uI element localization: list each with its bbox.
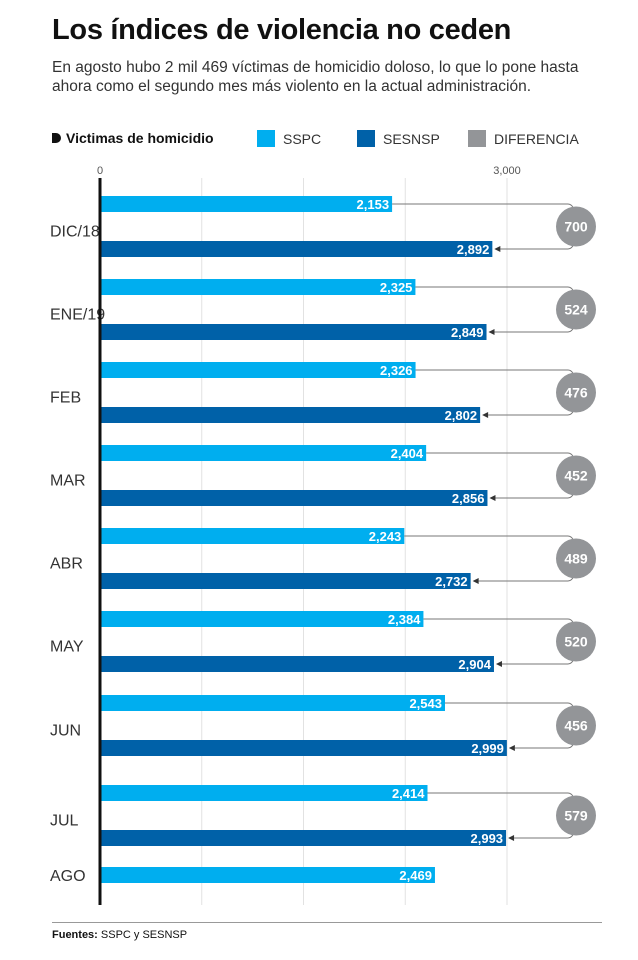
difference-circle bbox=[556, 621, 596, 662]
connector-line bbox=[426, 452, 577, 476]
connector-line bbox=[392, 203, 577, 227]
difference-circle bbox=[556, 206, 596, 247]
bar-value-label-sesnsp: 2,856 bbox=[452, 491, 485, 506]
category-label: MAY bbox=[50, 639, 84, 656]
bar-value-label-sesnsp: 2,732 bbox=[435, 574, 468, 589]
category-label: JUN bbox=[50, 723, 81, 740]
bar-sesnsp bbox=[100, 740, 507, 756]
arrowhead-icon bbox=[508, 835, 515, 841]
bar-value-label-sspc: 2,243 bbox=[369, 529, 402, 544]
difference-label: 524 bbox=[564, 302, 588, 318]
footer-sources: Fuentes: SSPC y SESNSP bbox=[52, 929, 187, 941]
bar-sesnsp bbox=[100, 830, 507, 846]
bar-sspc bbox=[100, 445, 427, 461]
difference-circle bbox=[556, 372, 596, 413]
difference-circle bbox=[556, 289, 596, 330]
bar-sspc bbox=[100, 611, 424, 627]
bar-sesnsp bbox=[100, 324, 487, 340]
footer-divider bbox=[52, 922, 602, 923]
bar-sesnsp bbox=[100, 241, 493, 257]
bar-value-label-sesnsp: 2,892 bbox=[457, 242, 490, 257]
arrowhead-icon bbox=[482, 412, 489, 418]
page-title: Los índices de violencia no ceden bbox=[52, 14, 512, 46]
legend-label-sspc: SSPC bbox=[283, 130, 322, 147]
arrowhead-icon bbox=[494, 246, 501, 252]
bar-sspc bbox=[100, 528, 405, 544]
bar-sesnsp bbox=[100, 656, 494, 672]
bar-sesnsp bbox=[100, 407, 481, 423]
connector-line bbox=[404, 535, 577, 559]
difference-label: 456 bbox=[564, 718, 588, 734]
subtitle: En agosto hubo 2 mil 469 víctimas de hom… bbox=[52, 59, 579, 95]
bar-value-label-sspc: 2,469 bbox=[399, 868, 432, 883]
difference-circle bbox=[556, 705, 596, 746]
bar-value-label-sesnsp: 2,849 bbox=[451, 325, 484, 340]
bar-sspc bbox=[100, 695, 446, 711]
arrowhead-icon bbox=[489, 495, 496, 501]
category-label: ENE/19 bbox=[50, 307, 105, 324]
difference-label: 489 bbox=[564, 551, 588, 567]
connector-line bbox=[423, 618, 577, 642]
arrowhead-icon bbox=[488, 329, 495, 335]
x-tick-label: 3,000 bbox=[493, 165, 521, 177]
legend-swatch-diferencia bbox=[468, 130, 486, 147]
bar-sesnsp bbox=[100, 573, 471, 589]
legend-label-sesnsp: SESNSP bbox=[383, 130, 440, 147]
legend-swatch-sspc bbox=[257, 130, 275, 147]
category-label: JUL bbox=[50, 813, 79, 830]
connector-line bbox=[427, 792, 577, 816]
bar-chart: 0 3,000 DIC/18 2,153 2,892 700 ENE/19 2,325 2,84… bbox=[50, 165, 596, 905]
bar-sspc bbox=[100, 279, 416, 295]
difference-circle bbox=[556, 455, 596, 496]
bar-value-label-sesnsp: 2,999 bbox=[471, 741, 504, 756]
bar-value-label-sspc: 2,543 bbox=[409, 696, 442, 711]
legend-diferencia: DIFERENCIA bbox=[468, 130, 579, 147]
arrowhead-icon bbox=[508, 745, 515, 751]
bar-sspc bbox=[100, 867, 435, 883]
arrowhead-icon bbox=[495, 661, 502, 667]
x-tick-label: 0 bbox=[97, 165, 103, 177]
category-label: AGO bbox=[50, 868, 86, 885]
connector-line bbox=[415, 286, 577, 310]
bar-value-label-sspc: 2,326 bbox=[380, 363, 413, 378]
category-label: MAR bbox=[50, 473, 86, 490]
bar-value-label-sspc: 2,325 bbox=[380, 280, 413, 295]
bar-value-label-sspc: 2,384 bbox=[388, 612, 421, 627]
difference-label: 476 bbox=[564, 385, 588, 401]
difference-label: 700 bbox=[564, 219, 588, 235]
arrowhead-icon bbox=[472, 578, 479, 584]
category-label: FEB bbox=[50, 390, 81, 407]
legend-label-diferencia: DIFERENCIA bbox=[494, 130, 579, 147]
bar-value-label-sspc: 2,404 bbox=[391, 446, 424, 461]
difference-label: 452 bbox=[564, 468, 588, 484]
legend-sspc: SSPC bbox=[257, 130, 321, 147]
category-label: ABR bbox=[50, 556, 83, 573]
bar-value-label-sspc: 2,153 bbox=[357, 197, 390, 212]
legend-swatch-sesnsp bbox=[357, 130, 375, 147]
footer-text: SSPC y SESNSP bbox=[97, 929, 188, 941]
category-label: DIC/18 bbox=[50, 224, 100, 241]
bar-sesnsp bbox=[100, 490, 488, 506]
footer-label: Fuentes: bbox=[52, 929, 98, 941]
connector-line bbox=[415, 369, 577, 393]
legend-sesnsp: SESNSP bbox=[357, 130, 440, 147]
bar-sspc bbox=[100, 196, 393, 212]
bar-sspc bbox=[100, 362, 416, 378]
bar-value-label-sesnsp: 2,802 bbox=[445, 408, 478, 423]
bar-value-label-sesnsp: 2,904 bbox=[458, 657, 491, 672]
difference-label: 579 bbox=[564, 808, 588, 824]
difference-circle bbox=[556, 538, 596, 579]
difference-label: 520 bbox=[564, 634, 588, 650]
bar-value-label-sesnsp: 2,993 bbox=[471, 831, 504, 846]
difference-circle bbox=[556, 795, 596, 836]
bar-sspc bbox=[100, 785, 428, 801]
legend-title: Victimas de homicidio bbox=[52, 130, 214, 146]
bar-value-label-sspc: 2,414 bbox=[392, 786, 425, 801]
